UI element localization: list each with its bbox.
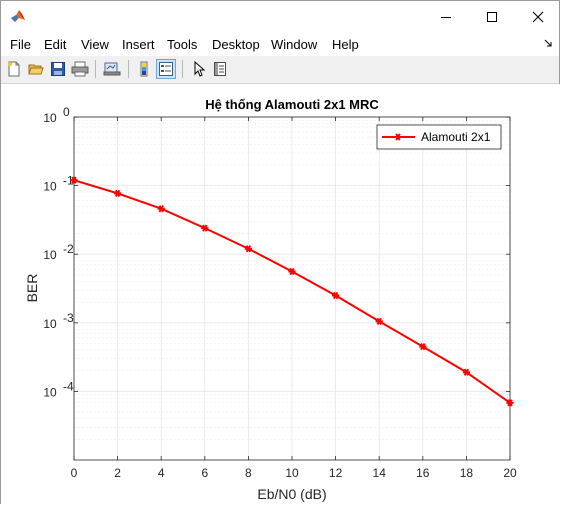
data-point	[332, 291, 340, 300]
menu-view[interactable]: View	[81, 37, 109, 52]
y-tick-exponent: -2	[63, 242, 74, 256]
figure-canvas: 0 2 4 6 8 10 12 14 16 18 20 10 -4 10 -3 10 -2 10 -1 10 0 Hệ…	[1, 84, 561, 505]
y-tick-label: 10	[43, 180, 57, 194]
matlab-logo-icon	[11, 10, 25, 22]
link-plot-button[interactable]	[102, 59, 122, 79]
x-tick-label: 4	[158, 466, 165, 480]
dock-arrow-icon[interactable]	[543, 38, 553, 48]
menu-help[interactable]: Help	[332, 37, 359, 52]
menu-edit[interactable]: Edit	[44, 37, 67, 52]
y-tick-label: 10	[43, 248, 57, 262]
data-point	[114, 189, 122, 198]
open-file-button[interactable]	[26, 59, 46, 79]
x-tick-label: 18	[460, 466, 474, 480]
title-bar	[1, 1, 559, 32]
y-tick-exponent: -1	[63, 174, 74, 188]
print-icon	[71, 61, 89, 77]
x-tick-label: 16	[416, 466, 430, 480]
series-layer	[70, 176, 514, 407]
property-inspector-button[interactable]	[210, 59, 230, 79]
y-axis-label: BER	[24, 274, 40, 303]
y-tick-exponent: -4	[63, 379, 74, 393]
data-point	[70, 176, 78, 184]
new-figure-button[interactable]	[4, 59, 24, 79]
colorbar-button[interactable]	[134, 59, 154, 79]
asterisk-center	[290, 269, 294, 274]
chart-title: Hệ thống Alamouti 2x1 MRC	[205, 97, 379, 112]
asterisk-center	[508, 401, 512, 405]
save-icon	[51, 62, 65, 76]
x-tick-label: 6	[201, 466, 208, 480]
x-tick-label: 10	[285, 466, 299, 480]
open-file-icon	[28, 64, 44, 75]
asterisk-center	[333, 293, 338, 298]
data-point	[288, 267, 296, 276]
y-tick-label: 10	[43, 317, 57, 331]
asterisk-center	[421, 344, 425, 349]
toolbar-separator	[128, 60, 129, 78]
property-inspector-icon	[214, 62, 226, 76]
close-icon	[532, 11, 544, 22]
legend-button[interactable]	[156, 59, 176, 79]
asterisk-center	[246, 246, 251, 251]
asterisk-center	[115, 191, 120, 196]
x-tick-label: 12	[329, 466, 343, 480]
x-axis: 0 2 4 6 8 10 12 14 16 18 20	[71, 117, 517, 480]
asterisk-center	[203, 226, 207, 230]
y-tick-exponent: -3	[63, 311, 74, 325]
legend-label: Alamouti 2x1	[421, 130, 491, 144]
pointer-button[interactable]	[188, 59, 208, 79]
menu-file[interactable]: File	[10, 37, 31, 52]
data-point	[419, 342, 427, 351]
y-tick-label: 10	[43, 111, 57, 125]
pointer-icon	[194, 61, 206, 77]
data-point	[506, 399, 514, 407]
menu-desktop[interactable]: Desktop	[212, 37, 260, 52]
toolbar-separator	[95, 60, 96, 78]
legend-icon	[159, 62, 173, 76]
legend-marker	[394, 133, 402, 141]
minimize-icon	[441, 16, 451, 18]
asterisk-center	[377, 319, 382, 324]
x-tick-label: 20	[503, 466, 517, 480]
figure-toolbar	[1, 56, 559, 84]
link-plot-icon	[103, 62, 121, 76]
close-button[interactable]	[515, 1, 561, 32]
data-point	[375, 317, 383, 325]
x-tick-label: 8	[245, 466, 252, 480]
x-axis-label: Eb/N0 (dB)	[257, 486, 326, 502]
menu-insert[interactable]: Insert	[122, 37, 155, 52]
asterisk-center	[396, 135, 400, 139]
maximize-button[interactable]	[469, 1, 515, 32]
toolbar-separator	[182, 60, 183, 78]
menu-window[interactable]: Window	[271, 37, 318, 52]
y-tick-label: 10	[43, 385, 57, 399]
colorbar-icon	[140, 61, 148, 77]
x-tick-label: 2	[114, 466, 121, 480]
asterisk-center	[72, 178, 76, 182]
new-figure-icon	[8, 61, 20, 77]
asterisk-center	[159, 206, 163, 211]
data-point	[157, 205, 165, 213]
asterisk-center	[464, 370, 469, 375]
y-axis: 10 -4 10 -3 10 -2 10 -1 10 0	[43, 105, 510, 399]
data-point	[244, 245, 252, 253]
maximize-icon	[487, 11, 497, 22]
save-button[interactable]	[48, 59, 68, 79]
x-tick-label: 14	[373, 466, 387, 480]
menu-tools[interactable]: Tools	[167, 37, 198, 52]
legend[interactable]: Alamouti 2x1	[376, 124, 502, 150]
asterisk-marker	[394, 133, 402, 141]
data-point	[201, 224, 209, 232]
print-button[interactable]	[70, 59, 90, 79]
ber-chart: 0 2 4 6 8 10 12 14 16 18 20 10 -4 10 -3 10 -2 10 -1 10 0 Hệ…	[24, 97, 517, 502]
y-tick-exponent: 0	[63, 105, 70, 119]
minimize-button[interactable]	[423, 1, 469, 32]
x-tick-label: 0	[71, 466, 78, 480]
data-point	[462, 368, 470, 376]
menu-bar: File Edit View Insert Tools Desktop Wind…	[1, 32, 559, 56]
